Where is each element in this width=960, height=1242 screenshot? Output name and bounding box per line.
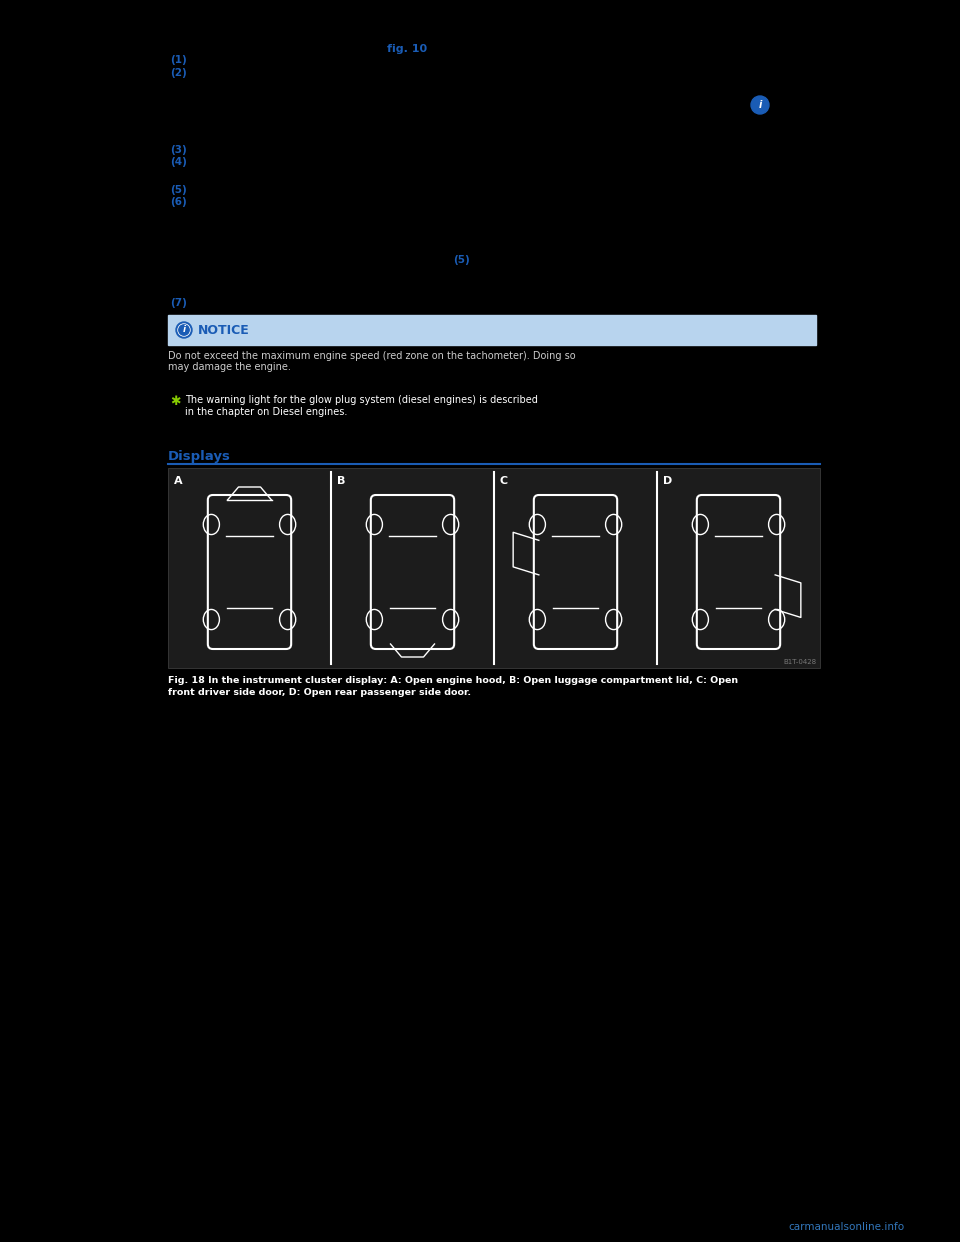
Text: may damage the engine.: may damage the engine. [168, 361, 291, 373]
Text: (6): (6) [170, 197, 187, 207]
Text: front driver side door, D: Open rear passenger side door.: front driver side door, D: Open rear pas… [168, 688, 471, 697]
Text: The warning light for the glow plug system (diesel engines) is described: The warning light for the glow plug syst… [185, 395, 538, 405]
Text: (4): (4) [170, 156, 187, 166]
Text: Displays: Displays [168, 450, 230, 463]
Text: i: i [182, 325, 185, 334]
Text: Do not exceed the maximum engine speed (red zone on the tachometer). Doing so: Do not exceed the maximum engine speed (… [168, 351, 576, 361]
Text: i: i [758, 101, 761, 111]
Text: (3): (3) [170, 145, 187, 155]
Text: (5): (5) [453, 255, 469, 265]
Text: B: B [337, 476, 346, 486]
FancyBboxPatch shape [168, 468, 820, 668]
Text: NOTICE: NOTICE [198, 323, 250, 337]
Text: Fig. 18 In the instrument cluster display: A: Open engine hood, B: Open luggage : Fig. 18 In the instrument cluster displa… [168, 676, 738, 686]
Text: (1): (1) [170, 55, 187, 65]
Text: fig. 10: fig. 10 [387, 43, 427, 53]
Circle shape [179, 325, 189, 335]
Text: D: D [663, 476, 672, 486]
Text: (7): (7) [170, 298, 187, 308]
FancyBboxPatch shape [168, 315, 816, 345]
Text: in the chapter on Diesel engines.: in the chapter on Diesel engines. [185, 407, 348, 417]
Text: C: C [500, 476, 508, 486]
Text: carmanualsonline.info: carmanualsonline.info [788, 1222, 904, 1232]
Text: (5): (5) [170, 185, 187, 195]
Text: A: A [174, 476, 182, 486]
Text: ✱: ✱ [170, 395, 180, 409]
Circle shape [178, 324, 190, 337]
Circle shape [751, 96, 769, 114]
Circle shape [176, 322, 192, 338]
Text: (2): (2) [170, 68, 187, 78]
Text: B1T-0428: B1T-0428 [782, 660, 816, 664]
